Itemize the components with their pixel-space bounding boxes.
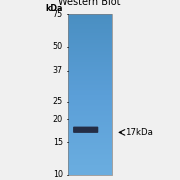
Text: 25: 25 [53, 97, 63, 106]
Text: kDa: kDa [46, 4, 63, 13]
Text: Western Blot: Western Blot [58, 0, 121, 7]
Bar [68, 14, 112, 175]
Text: 17kDa: 17kDa [125, 128, 153, 137]
FancyBboxPatch shape [73, 127, 98, 133]
Text: 75: 75 [53, 10, 63, 19]
Text: 20: 20 [53, 115, 63, 124]
Text: 10: 10 [53, 170, 63, 179]
Text: 37: 37 [53, 66, 63, 75]
Text: 15: 15 [53, 138, 63, 147]
Text: 50: 50 [53, 42, 63, 51]
